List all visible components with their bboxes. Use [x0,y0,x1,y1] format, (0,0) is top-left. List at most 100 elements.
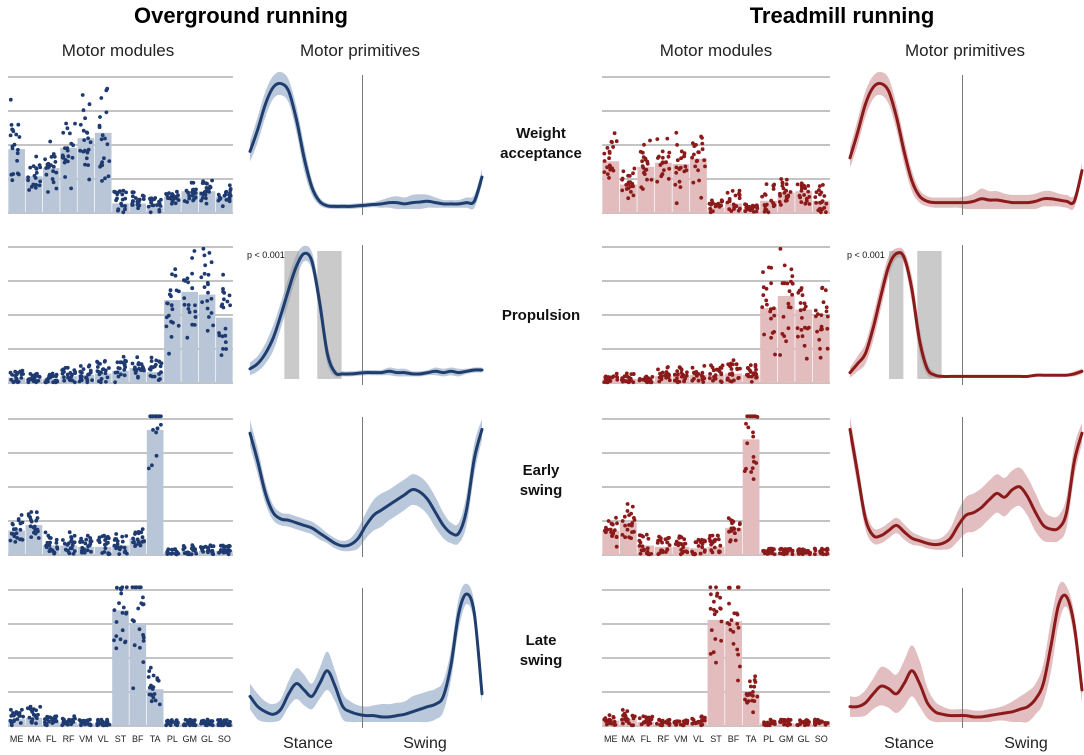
module-dot [123,207,127,212]
module-dot [205,299,210,303]
module-dot [217,550,221,555]
module-dot [152,374,157,379]
module-dot [11,129,16,134]
module-dot [112,608,117,612]
module-dot [202,271,207,276]
module-dot [631,171,635,176]
module-dot [187,196,192,201]
module-dot [702,364,707,368]
module-dot [86,147,91,152]
primitive-panel-treadmill-propulsion: p < 0.001 [847,245,1084,385]
module-dot [147,367,152,371]
module-dot [803,719,808,723]
module-dot [133,544,138,548]
module-dot [112,638,116,643]
module-dot [732,531,737,535]
phase-label-stance-overground: Stance [283,735,333,752]
module-dot [698,551,703,556]
module-dot [194,187,198,192]
module-dot [36,536,41,540]
module-dot [10,372,15,377]
module-dot [88,368,93,373]
module-dot [802,301,807,306]
module-dot [211,323,216,328]
module-dot [16,517,21,521]
module-dot [223,550,228,554]
module-dot [114,532,119,536]
module-dot [192,249,197,253]
module-dot [28,707,33,711]
module-dot [62,375,66,379]
module-dot [170,551,175,556]
module-dot [735,367,740,372]
module-dot [89,539,94,544]
module-dot [780,180,785,185]
module-dot [37,183,42,188]
module-dot [639,533,644,538]
module-dot [159,414,163,419]
module-dot [778,719,782,724]
module-dot [18,527,23,532]
module-dot [679,374,684,379]
module-dot [656,538,660,543]
module-dot [153,698,158,703]
module-dot [26,513,31,518]
module-dot [82,138,87,143]
module-dot [186,280,191,285]
module-bar-GM [181,291,199,383]
module-dot [193,548,197,553]
module-dot [18,537,22,542]
module-dot [228,188,233,193]
module-dot [737,193,742,197]
muscle-label-FL: FL [641,734,652,744]
module-dot [655,137,660,142]
module-dot [663,537,668,542]
module-dot [150,463,154,468]
module-dot [748,684,753,689]
module-dot [73,370,77,374]
module-dot [176,323,181,328]
module-dot [15,536,19,540]
module-dot [84,718,89,723]
module-dot [86,544,90,549]
module-dot [731,642,736,646]
module-dot [752,678,757,682]
module-dot [117,601,121,605]
p-value-label: p < 0.001 [247,250,285,260]
muscle-label-ST: ST [710,734,722,744]
module-dot [200,196,205,200]
module-bar-GM [777,192,795,213]
module-dot [786,548,791,553]
module-dot [818,346,822,351]
module-dot [820,199,825,204]
module-dot [620,519,625,523]
module-dot [223,326,228,331]
module-dot [132,643,137,648]
module-dot [176,193,180,198]
muscle-label-GL: GL [798,734,810,744]
module-dot [696,378,701,383]
module-dot [823,288,828,293]
module-dot [822,206,827,210]
module-dot [8,133,13,138]
muscle-label-BF: BF [132,734,144,744]
module-dot [804,199,809,203]
module-dot [150,687,155,691]
module-dot [119,591,124,596]
module-dot [607,149,612,154]
module-dot [78,369,83,374]
module-dot [666,154,671,159]
module-dot [627,174,632,178]
module-dot [611,715,616,719]
module-dot [115,360,120,365]
module-dot [107,159,112,164]
module-dot [751,477,756,481]
module-dot [779,546,784,551]
module-dot [645,177,649,182]
module-dot [174,718,179,723]
module-dot [49,163,53,168]
module-dot [725,621,730,625]
module-dot [46,190,50,194]
module-dot [763,723,768,728]
module-dot [135,202,140,207]
